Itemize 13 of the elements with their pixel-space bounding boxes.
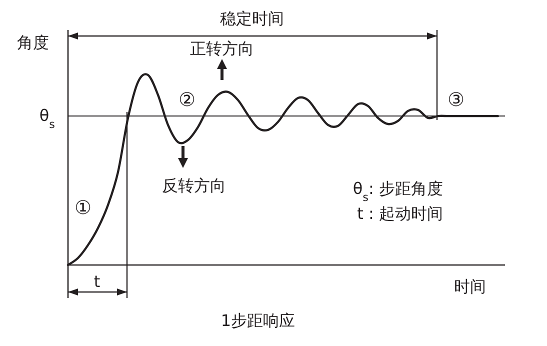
text: 正转方向: [190, 39, 254, 58]
text: 1步距响应: [220, 311, 296, 330]
annotation: ③: [447, 89, 465, 111]
annotation: θ$_{s}$: 步距角度: [352, 179, 443, 204]
text: t: [94, 272, 100, 291]
annotation: 反转方向: [162, 176, 226, 195]
annotation: ①: [74, 197, 92, 219]
x-axis-title: 时间: [454, 277, 486, 296]
y-axis-title: 角度: [17, 33, 49, 52]
ref-line-label: θ$_{s}$: [39, 106, 56, 131]
annotation: t : 起动时间: [357, 204, 443, 223]
text: 稳定时间: [220, 9, 284, 28]
annotation: ②: [178, 89, 196, 111]
